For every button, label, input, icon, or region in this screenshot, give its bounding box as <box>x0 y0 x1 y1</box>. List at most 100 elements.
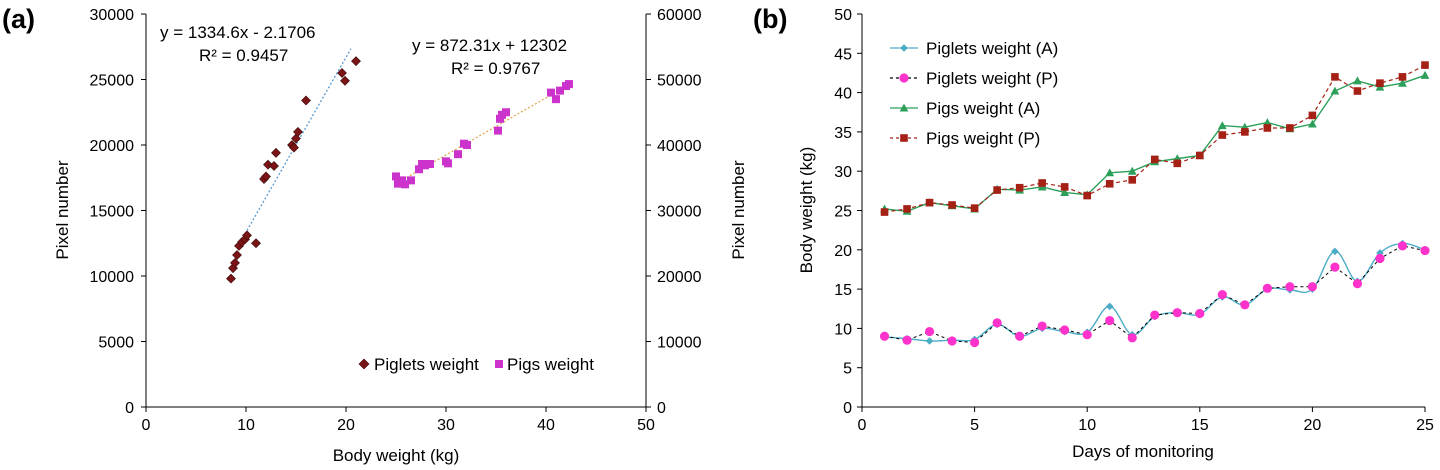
panel-a-points <box>226 56 573 284</box>
panel-b-points <box>879 61 1430 348</box>
pigs-p-data-point <box>1308 111 1317 120</box>
y-left-tick-label: 10000 <box>90 269 135 286</box>
x-tick-label: 0 <box>858 417 867 434</box>
x-tick-label: 20 <box>1304 417 1322 434</box>
y-tick-label: 35 <box>834 125 852 142</box>
piglets-p-data-point <box>902 335 912 345</box>
piglets-a-legend-marker <box>900 44 908 52</box>
piglets-data-point <box>289 142 299 153</box>
pigs-data-point <box>547 88 555 97</box>
x-tick-label: 20 <box>337 417 355 434</box>
piglets-p-data-point <box>1352 278 1363 289</box>
piglets-equation: y = 1334.6x - 2.1706 <box>160 23 315 42</box>
panel-b-label: (b) <box>753 4 787 34</box>
pigs-p-data-point <box>1376 79 1384 87</box>
pigs-a-data-point <box>1330 86 1340 95</box>
x-tick-label: 25 <box>1416 417 1434 434</box>
piglets-p-data-point <box>1127 333 1137 343</box>
pigs-a-data-point <box>1308 119 1317 128</box>
panel-b-x-axis-title: Days of monitoring <box>1072 442 1214 461</box>
x-tick-label: 5 <box>970 417 979 434</box>
pigs-data-point <box>392 172 400 181</box>
pigs-p-data-point <box>903 205 911 213</box>
pigs-data-point <box>415 165 423 174</box>
pigs-a-legend-marker <box>899 103 909 112</box>
piglets-data-point <box>269 161 279 171</box>
piglets-p-data-point <box>1375 253 1385 264</box>
piglets-p-data-point <box>1420 245 1430 256</box>
piglets-data-point <box>261 171 271 182</box>
piglets-p-data-point <box>1150 310 1160 320</box>
piglets-data-point <box>226 273 236 284</box>
y-tick-label: 0 <box>843 400 852 417</box>
x-tick-label: 10 <box>1078 417 1096 434</box>
pigs-a-data-point <box>1420 70 1430 79</box>
y-tick-label: 45 <box>834 46 852 63</box>
x-tick-label: 30 <box>437 417 455 434</box>
pigs-p-legend-marker <box>900 134 908 142</box>
piglets-a-data-point <box>1331 247 1339 256</box>
piglets-data-point <box>232 250 242 260</box>
piglets-data-point <box>242 230 252 241</box>
piglets-p-data-point <box>992 318 1002 328</box>
legend-piglets-marker <box>358 358 370 370</box>
pigs-p-data-point <box>1060 183 1069 191</box>
pigs-data-point <box>426 159 434 168</box>
panel-a-right-axis-title: Pixel number <box>729 160 748 260</box>
piglets-data-point <box>351 56 361 67</box>
pigs-a-data-point <box>1127 166 1137 175</box>
pigs-p-data-point <box>1173 159 1182 168</box>
y-tick-label: 10 <box>834 321 852 338</box>
y-left-tick-label: 5000 <box>98 335 134 352</box>
pigs-p-data-point <box>1241 128 1249 136</box>
piglets-data-point <box>271 147 281 158</box>
piglets-r2: R² = 0.9457 <box>199 46 288 65</box>
legend-pigs-p-label: Pigs weight (P) <box>926 129 1040 148</box>
panel-a-right-tick-labels: 0 10000 20000 30000 40000 50000 60000 <box>657 7 702 417</box>
piglets-p-data-point <box>1060 325 1070 335</box>
legend-piglets-label: Piglets weight <box>374 355 479 374</box>
pigs-a-data-point <box>1398 78 1407 87</box>
pigs-p-data-point <box>1398 73 1407 81</box>
pigs-p-data-point <box>1421 61 1429 69</box>
piglets-data-point <box>293 126 303 137</box>
pigs-p-data-point <box>1286 124 1294 132</box>
x-tick-label: 50 <box>637 417 655 434</box>
panel-a-left-tick-labels: 0 5000 10000 15000 20000 25000 30000 <box>90 7 135 417</box>
pigs-a-data-point <box>1353 76 1362 85</box>
piglets-trendline <box>240 48 352 242</box>
y-tick-label: 30 <box>834 164 852 181</box>
pigs-p-data-point <box>1083 191 1091 200</box>
legend-piglets-p-label: Piglets weight (P) <box>926 69 1058 88</box>
y-right-tick-label: 0 <box>657 400 666 417</box>
x-tick-label: 0 <box>142 417 151 434</box>
piglets-data-point <box>230 257 240 268</box>
piglets-p-data-point <box>947 336 957 346</box>
panel-a-left-axis-title: Pixel number <box>53 160 72 260</box>
piglets-p-data-point <box>1240 300 1250 310</box>
piglets-p-data-point <box>1307 282 1317 292</box>
panel-a-x-axis-title: Body weight (kg) <box>333 446 460 465</box>
piglets-p-data-point <box>1217 290 1227 300</box>
legend-piglets-a-label: Piglets weight (A) <box>926 39 1058 58</box>
y-left-tick-label: 15000 <box>90 204 135 221</box>
y-tick-label: 20 <box>834 243 852 260</box>
piglets-p-data-point <box>1015 331 1025 341</box>
piglets-p-data-point <box>1285 282 1295 292</box>
pigs-p-data-point <box>1196 151 1204 160</box>
pigs-p-data-point <box>1263 124 1272 132</box>
panel-a-chart: (a) 0 10 20 30 40 50 0 5000 10000 15000 … <box>2 4 748 465</box>
pigs-p-data-point <box>1150 155 1159 164</box>
pigs-a-data-point <box>1060 188 1070 196</box>
panel-b-legend: Piglets weight (A) Piglets weight (P) Pi… <box>890 39 1058 148</box>
y-left-tick-label: 0 <box>125 400 134 417</box>
legend-pigs-marker <box>495 360 503 368</box>
y-right-tick-label: 40000 <box>657 138 702 155</box>
piglets-p-data-point <box>970 337 980 348</box>
panel-a-label: (a) <box>2 4 35 34</box>
piglets-p-data-point <box>1262 283 1272 293</box>
piglets-p-data-point <box>1105 315 1115 326</box>
pigs-p-data-point <box>948 201 956 209</box>
y-left-tick-label: 30000 <box>90 7 135 24</box>
